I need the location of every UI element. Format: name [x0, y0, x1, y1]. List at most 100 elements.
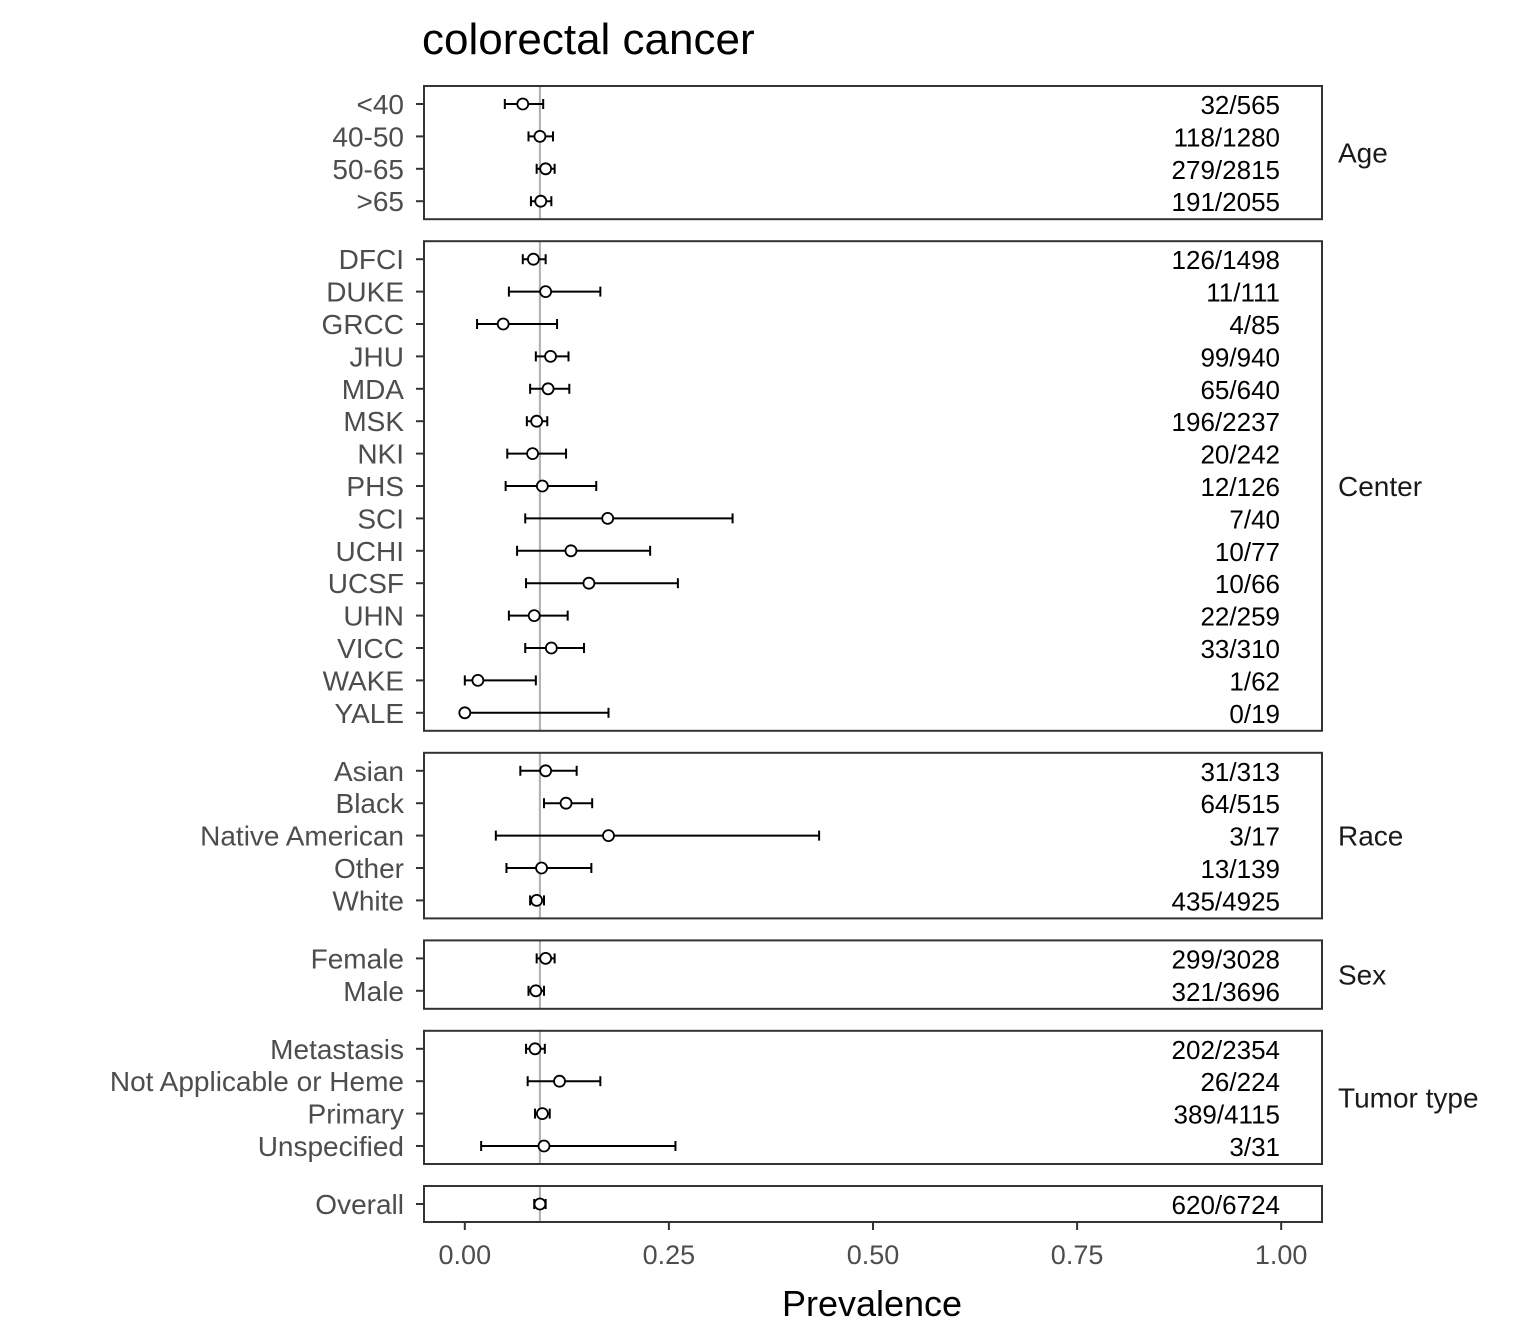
data-point: [533, 1197, 547, 1211]
count-label: 10/66: [1215, 569, 1280, 599]
count-label: 99/940: [1200, 342, 1280, 372]
category-label: UHN: [343, 601, 404, 632]
category-label: Overall: [315, 1189, 404, 1220]
category-label: NKI: [357, 439, 404, 470]
count-label: 321/3696: [1172, 977, 1280, 1007]
data-point: [539, 285, 553, 299]
data-point: [526, 252, 540, 266]
panel-race: Asian 31/313 Black 64/515 Native American 3/1…: [200, 751, 1403, 920]
category-label: Asian: [334, 756, 404, 787]
category-label: DFCI: [339, 244, 404, 275]
panels: <40 32/565 40-50 118/1280 50-65 279/2815 >65 19…: [110, 85, 1479, 1223]
facet-label: Sex: [1338, 960, 1386, 991]
count-label: 620/6724: [1172, 1190, 1280, 1220]
count-label: 11/111: [1206, 278, 1280, 308]
category-label: VICC: [337, 633, 404, 664]
facet-label: Center: [1338, 471, 1422, 502]
category-label: Female: [311, 943, 404, 974]
x-tick-label: 0.50: [847, 1240, 900, 1270]
category-label: SCI: [357, 503, 404, 534]
category-label: Not Applicable or Heme: [110, 1066, 404, 1097]
x-tick-label: 1.00: [1255, 1240, 1308, 1270]
category-label: UCSF: [328, 568, 404, 599]
data-point: [516, 97, 530, 111]
category-label: Unspecified: [258, 1131, 404, 1162]
facet-label: Age: [1338, 138, 1388, 169]
data-point: [539, 764, 553, 778]
count-label: 279/2815: [1172, 155, 1280, 185]
category-label: WAKE: [323, 665, 404, 696]
data-point: [539, 162, 553, 176]
panel-age: <40 32/565 40-50 118/1280 50-65 279/2815 >65 19…: [332, 85, 1388, 221]
data-point: [544, 349, 557, 363]
count-label: 118/1280: [1173, 122, 1280, 152]
count-label: 7/40: [1229, 504, 1280, 534]
category-label: Metastasis: [270, 1034, 404, 1065]
count-label: 32/565: [1200, 90, 1280, 120]
x-tick-label: 0.75: [1051, 1240, 1104, 1270]
category-label: 40-50: [332, 121, 404, 152]
category-label: Primary: [308, 1099, 404, 1130]
x-axis: 0.00 0.25 0.50 0.75 1.00: [439, 1222, 1308, 1270]
data-point: [496, 317, 510, 331]
data-point: [527, 609, 541, 622]
count-label: 13/139: [1200, 854, 1280, 884]
category-label: GRCC: [322, 309, 404, 340]
panel-border: [423, 1029, 1323, 1166]
count-label: 33/310: [1200, 634, 1280, 664]
category-label: Male: [343, 976, 404, 1007]
count-label: 4/85: [1229, 310, 1280, 340]
data-point: [541, 382, 555, 396]
data-point: [537, 1139, 551, 1153]
data-point: [526, 447, 539, 461]
category-label: >65: [357, 186, 405, 217]
category-label: MDA: [342, 374, 405, 405]
panel-sex: Female 299/3028 Male 321/3696 Sex: [311, 939, 1386, 1010]
category-label: MSK: [343, 406, 404, 437]
category-label: Native American: [200, 821, 404, 852]
data-point: [458, 706, 472, 720]
category-label: YALE: [334, 698, 404, 729]
count-label: 0/19: [1229, 699, 1280, 729]
count-label: 12/126: [1200, 472, 1280, 502]
data-point: [564, 544, 578, 558]
x-tick-label: 0.00: [439, 1240, 492, 1270]
panel-border: [423, 939, 1323, 1010]
data-point: [530, 894, 544, 907]
category-label: 50-65: [332, 154, 404, 185]
count-label: 1/62: [1229, 666, 1280, 696]
category-label: UCHI: [336, 536, 404, 567]
data-point: [535, 479, 549, 493]
panel-tumor-type: Metastasis 202/2354 Not Applicable or Heme…: [110, 1029, 1479, 1166]
data-point: [530, 414, 544, 428]
category-label: Other: [334, 853, 404, 884]
count-label: 22/259: [1200, 602, 1280, 632]
panel-border: [423, 751, 1323, 920]
panel-border: [423, 240, 1323, 732]
count-label: 10/77: [1215, 537, 1280, 567]
category-label: <40: [357, 89, 405, 120]
category-label: PHS: [346, 471, 404, 502]
count-label: 196/2237: [1172, 407, 1280, 437]
count-label: 65/640: [1200, 375, 1280, 405]
data-point: [529, 984, 543, 998]
data-point: [528, 1042, 542, 1056]
category-label: Black: [336, 788, 405, 819]
count-label: 20/242: [1200, 440, 1280, 470]
data-point: [553, 1074, 566, 1088]
chart-title: colorectal cancer: [422, 15, 755, 64]
count-label: 435/4925: [1172, 886, 1280, 916]
count-label: 3/31: [1229, 1132, 1280, 1162]
count-label: 126/1498: [1172, 245, 1280, 275]
data-point: [559, 796, 573, 810]
count-label: 191/2055: [1172, 187, 1280, 217]
category-label: JHU: [350, 341, 404, 372]
data-point: [544, 641, 558, 655]
data-point: [534, 194, 548, 208]
count-label: 26/224: [1200, 1067, 1280, 1097]
count-label: 64/515: [1200, 789, 1280, 819]
data-point: [601, 512, 615, 525]
x-tick-label: 0.25: [643, 1240, 696, 1270]
count-label: 31/313: [1200, 757, 1280, 787]
